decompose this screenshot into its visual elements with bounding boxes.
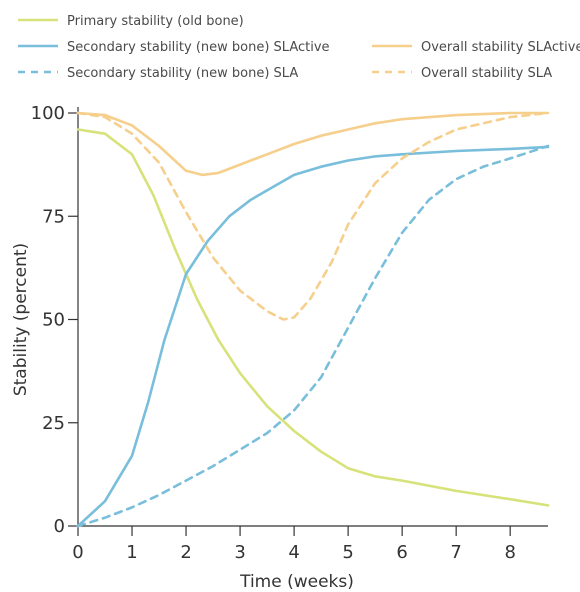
series-line-5	[76, 111, 550, 321]
y-axis-title: Stability (percent)	[11, 243, 31, 396]
x-tick-label: 1	[126, 542, 137, 563]
y-tick-label: 75	[42, 206, 65, 227]
series-line-2	[76, 145, 550, 528]
axes: 0 25 50 75 100 0 1 2 3 4 5 6 7 8 Time (weeks) Stability…	[11, 103, 548, 592]
series-layer	[76, 111, 550, 528]
y-tick-label: 0	[54, 516, 65, 537]
x-tick-label: 8	[504, 542, 515, 563]
x-tick-label: 2	[180, 542, 191, 563]
series-line-4	[76, 144, 550, 528]
x-tick-label: 6	[396, 542, 407, 563]
legend-label: Primary stability (old bone)	[67, 14, 244, 29]
x-tick-label: 7	[450, 542, 461, 563]
series-line-1	[76, 128, 550, 507]
legend: Primary stability (old bone) Secondary st…	[18, 14, 580, 81]
legend-label: Secondary stability (new bone) SLA	[67, 66, 298, 81]
y-tick-label: 100	[31, 103, 65, 124]
x-tick-label: 5	[342, 542, 353, 563]
x-axis-title: Time (weeks)	[239, 572, 354, 592]
y-tick-label: 25	[42, 413, 65, 434]
series-line-3	[76, 111, 550, 177]
legend-label: Secondary stability (new bone) SLActive	[67, 40, 330, 55]
legend-label: Overall stability SLA	[421, 66, 552, 81]
y-tick-label: 50	[42, 310, 65, 331]
x-tick-label: 4	[288, 542, 299, 563]
x-tick-label: 0	[72, 542, 83, 563]
x-tick-label: 3	[234, 542, 245, 563]
legend-label: Overall stability SLActive	[421, 40, 580, 55]
